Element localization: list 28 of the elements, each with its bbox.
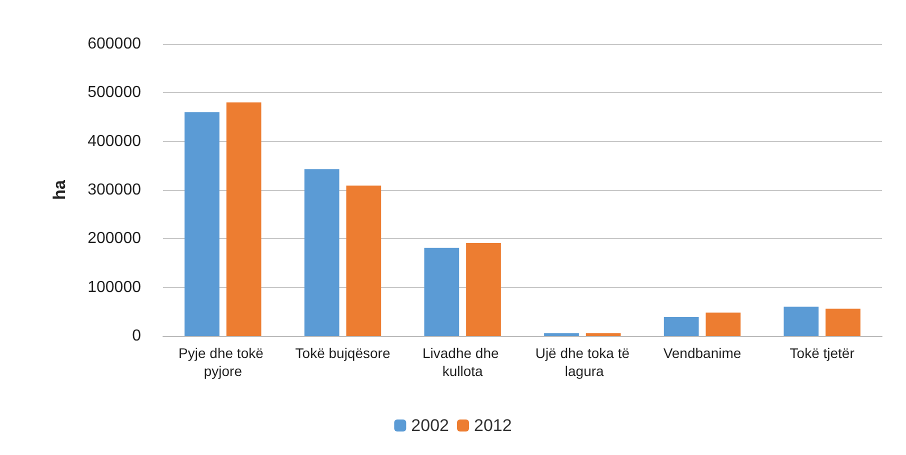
x-tick-label: Vendbanime [663,345,742,361]
bar [826,308,860,336]
bar [664,317,699,336]
y-tick-label: 200000 [88,230,142,248]
x-tick-label: Livadhe dhe kullota [422,345,503,379]
x-tick-label: Ujë dhe toka të lagura [535,345,630,379]
bar [466,243,501,336]
y-tick-label: 300000 [88,182,142,198]
x-tick-label: Pyje dhe tokë pyjore [178,345,268,379]
y-tick-label: 400000 [88,132,142,150]
bar [346,186,382,336]
bar [586,333,621,336]
x-tick-label: Tokë bujqësore [295,345,390,361]
bar [226,102,262,336]
legend-label: 2002 [411,416,450,435]
y-tick-label: 600000 [88,36,142,52]
bar [706,312,741,336]
y-axis-title: ha [50,180,69,200]
bar [544,333,579,336]
bar [784,306,819,336]
bar [304,169,340,336]
y-tick-label: 500000 [88,84,142,102]
x-tick-label: Tokë tjetër [790,345,855,361]
y-tick-label: 0 [132,328,142,344]
y-tick-label: 100000 [88,278,142,296]
legend-label: 2012 [474,416,512,435]
bar [424,248,460,336]
bar [184,112,220,336]
